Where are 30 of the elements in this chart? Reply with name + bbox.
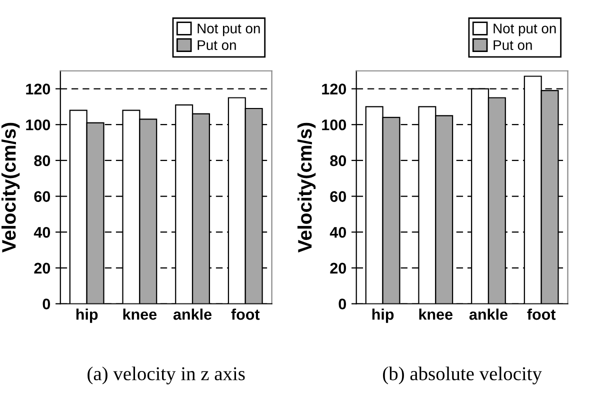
legend-label: Put on: [494, 40, 532, 50]
y-axis-title: Velocity(cm/s): [297, 122, 316, 253]
x-tick-label: hip: [76, 308, 98, 323]
y-tick-label: 0: [42, 298, 50, 310]
y-tick-label: 80: [330, 155, 346, 166]
legend-label: Not put on: [198, 24, 260, 36]
y-tick-label: 60: [330, 191, 346, 202]
y-tick-label: 40: [34, 226, 50, 238]
y-tick-label: 20: [330, 262, 346, 274]
y-tick-label: 120: [26, 84, 50, 94]
x-tick-label: ankle: [173, 308, 212, 320]
x-tick-label: knee: [419, 308, 453, 320]
y-tick-label: 120: [322, 84, 346, 94]
x-tick-label: ankle: [469, 308, 508, 320]
y-tick-label: 100: [26, 119, 50, 130]
y-tick-label: 100: [322, 119, 346, 130]
text: (a) velocity in z axis: [88, 366, 245, 384]
y-tick-label: 80: [34, 155, 50, 166]
y-axis-title: Velocity(cm/s): [2, 122, 20, 253]
y-tick-label: 40: [330, 226, 346, 238]
legend-label: Put on: [198, 40, 236, 50]
y-tick-label: 20: [34, 262, 50, 274]
x-tick-label: knee: [123, 308, 157, 320]
y-tick-label: 60: [34, 191, 50, 202]
x-tick-label: foot: [231, 308, 260, 320]
legend-label: Not put on: [494, 24, 556, 36]
text: (b) absolute velocity: [383, 366, 542, 384]
x-tick-label: foot: [527, 308, 556, 320]
x-tick-label: hip: [372, 308, 394, 323]
y-tick-label: 0: [338, 298, 346, 310]
